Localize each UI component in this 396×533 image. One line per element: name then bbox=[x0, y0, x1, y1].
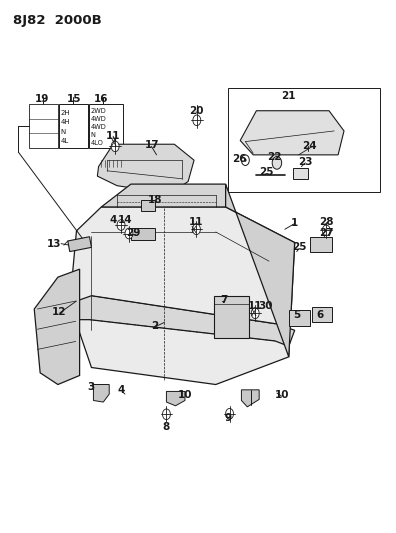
Text: 4WD: 4WD bbox=[90, 116, 106, 122]
Circle shape bbox=[111, 141, 119, 152]
Polygon shape bbox=[97, 144, 194, 193]
Text: 8J82  2000B: 8J82 2000B bbox=[13, 14, 101, 27]
Circle shape bbox=[322, 225, 330, 236]
Circle shape bbox=[272, 157, 282, 169]
Text: 20: 20 bbox=[189, 106, 203, 116]
Circle shape bbox=[125, 228, 133, 239]
Bar bbox=[228, 88, 379, 192]
Polygon shape bbox=[131, 228, 154, 240]
Text: 4: 4 bbox=[109, 215, 117, 225]
Text: 7: 7 bbox=[220, 295, 227, 305]
Polygon shape bbox=[34, 269, 80, 384]
Text: 11: 11 bbox=[189, 217, 203, 228]
Text: 30: 30 bbox=[259, 301, 273, 311]
Polygon shape bbox=[310, 237, 332, 252]
Text: N: N bbox=[61, 129, 66, 135]
Polygon shape bbox=[72, 296, 295, 346]
Text: 21: 21 bbox=[282, 91, 296, 101]
Text: 29: 29 bbox=[126, 228, 141, 238]
Text: 4WD: 4WD bbox=[90, 124, 106, 130]
Text: 2: 2 bbox=[151, 321, 158, 331]
Text: 22: 22 bbox=[267, 152, 282, 162]
Polygon shape bbox=[214, 296, 249, 338]
Text: 18: 18 bbox=[147, 195, 162, 205]
Text: X: X bbox=[111, 139, 117, 148]
Text: 11: 11 bbox=[106, 131, 120, 141]
Text: 16: 16 bbox=[94, 94, 109, 104]
Text: 27: 27 bbox=[319, 228, 334, 238]
Polygon shape bbox=[242, 390, 259, 407]
Text: 23: 23 bbox=[299, 157, 313, 167]
Polygon shape bbox=[293, 167, 308, 179]
Text: X: X bbox=[251, 309, 257, 318]
Polygon shape bbox=[312, 307, 332, 322]
Text: 25: 25 bbox=[259, 167, 274, 177]
Text: 11: 11 bbox=[248, 301, 263, 311]
Text: 13: 13 bbox=[47, 239, 61, 248]
Text: 4L: 4L bbox=[61, 139, 69, 144]
Polygon shape bbox=[289, 310, 310, 326]
Text: 12: 12 bbox=[52, 306, 67, 317]
Text: 4LO: 4LO bbox=[90, 140, 103, 146]
Text: 15: 15 bbox=[67, 94, 81, 104]
Text: 2WD: 2WD bbox=[90, 108, 106, 114]
Polygon shape bbox=[141, 200, 154, 211]
Text: 6: 6 bbox=[316, 310, 323, 320]
Text: 5: 5 bbox=[293, 310, 301, 320]
Text: N: N bbox=[90, 132, 95, 138]
Text: 4H: 4H bbox=[61, 119, 70, 125]
Text: 24: 24 bbox=[302, 141, 316, 151]
Polygon shape bbox=[226, 184, 295, 357]
Polygon shape bbox=[166, 391, 185, 406]
Text: 1: 1 bbox=[291, 218, 298, 228]
Bar bbox=[59, 104, 88, 148]
Text: X: X bbox=[191, 226, 197, 235]
Text: 8: 8 bbox=[162, 422, 169, 432]
Circle shape bbox=[162, 409, 170, 419]
Bar bbox=[29, 104, 57, 148]
Polygon shape bbox=[240, 111, 344, 155]
Polygon shape bbox=[68, 237, 91, 252]
Circle shape bbox=[117, 220, 125, 230]
Circle shape bbox=[251, 308, 259, 319]
Circle shape bbox=[193, 115, 201, 126]
Bar bbox=[89, 104, 123, 148]
Circle shape bbox=[192, 224, 200, 235]
Text: 2H: 2H bbox=[61, 110, 70, 116]
Circle shape bbox=[242, 155, 249, 165]
Text: 10: 10 bbox=[178, 390, 192, 400]
Text: 25: 25 bbox=[293, 243, 307, 252]
Text: 4: 4 bbox=[117, 385, 125, 395]
Text: 3: 3 bbox=[87, 382, 94, 392]
Text: 17: 17 bbox=[145, 140, 160, 150]
Polygon shape bbox=[101, 184, 226, 207]
Text: x: x bbox=[112, 139, 116, 145]
Text: 19: 19 bbox=[35, 94, 50, 104]
Circle shape bbox=[226, 408, 234, 419]
Text: 28: 28 bbox=[320, 217, 334, 228]
Text: 26: 26 bbox=[232, 154, 246, 164]
Polygon shape bbox=[93, 384, 109, 402]
Text: 9: 9 bbox=[224, 413, 231, 423]
Text: 14: 14 bbox=[118, 215, 132, 225]
Polygon shape bbox=[70, 207, 295, 384]
Text: 10: 10 bbox=[274, 390, 289, 400]
Circle shape bbox=[244, 159, 247, 162]
